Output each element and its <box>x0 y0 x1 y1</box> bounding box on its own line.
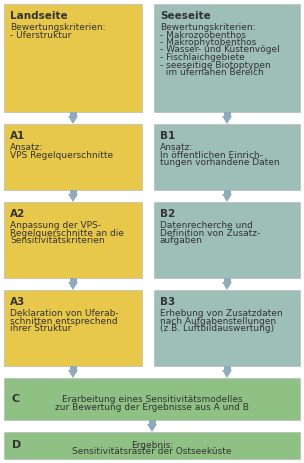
Text: C: C <box>12 394 20 404</box>
FancyBboxPatch shape <box>4 202 142 278</box>
Text: - Fischlaichgebiete: - Fischlaichgebiete <box>160 53 245 62</box>
FancyBboxPatch shape <box>4 432 300 459</box>
Text: zur Bewertung der Ergebnisse aus A und B: zur Bewertung der Ergebnisse aus A und B <box>55 403 249 412</box>
Text: Ansatz:: Ansatz: <box>160 143 193 152</box>
Text: Bewertungskriterien:: Bewertungskriterien: <box>10 23 105 32</box>
Polygon shape <box>68 282 78 290</box>
Polygon shape <box>223 366 230 370</box>
FancyBboxPatch shape <box>4 4 142 112</box>
Polygon shape <box>223 190 230 194</box>
Text: ihrer Struktur: ihrer Struktur <box>10 324 71 333</box>
Text: B2: B2 <box>160 209 175 219</box>
Text: Landseite: Landseite <box>10 11 67 21</box>
FancyBboxPatch shape <box>154 202 300 278</box>
Text: In öffentlichen Einrich-: In öffentlichen Einrich- <box>160 150 263 159</box>
FancyBboxPatch shape <box>154 4 300 112</box>
Text: Sensitivitätskriterien: Sensitivitätskriterien <box>10 236 105 245</box>
Text: A1: A1 <box>10 131 25 141</box>
Text: D: D <box>12 440 21 450</box>
Text: nach Aufgabenstellungen: nach Aufgabenstellungen <box>160 317 276 325</box>
Text: A2: A2 <box>10 209 25 219</box>
FancyBboxPatch shape <box>4 378 300 420</box>
Text: Erarbeitung eines Sensitivitätsmodelles: Erarbeitung eines Sensitivitätsmodelles <box>62 395 242 404</box>
Text: VPS Regelquerschnitte: VPS Regelquerschnitte <box>10 150 113 159</box>
Text: - Makrophytobenthos: - Makrophytobenthos <box>160 38 256 47</box>
Text: B1: B1 <box>160 131 175 141</box>
Polygon shape <box>147 424 157 432</box>
Text: Sensitivitätsraster der Ostseeküste: Sensitivitätsraster der Ostseeküste <box>72 448 232 457</box>
Text: Datenrecherche und: Datenrecherche und <box>160 221 253 230</box>
FancyBboxPatch shape <box>154 124 300 190</box>
Polygon shape <box>222 116 232 124</box>
Text: Definition von Zusatz-: Definition von Zusatz- <box>160 229 260 238</box>
Polygon shape <box>222 194 232 202</box>
Text: B3: B3 <box>160 297 175 307</box>
Text: Seeseite: Seeseite <box>160 11 211 21</box>
Polygon shape <box>68 194 78 202</box>
Polygon shape <box>68 116 78 124</box>
Polygon shape <box>222 282 232 290</box>
Text: Deklaration von Uferab-: Deklaration von Uferab- <box>10 309 119 318</box>
Text: Ergebnis:: Ergebnis: <box>131 440 173 450</box>
Polygon shape <box>70 366 77 370</box>
Text: - Makrozoobenthos: - Makrozoobenthos <box>160 31 246 39</box>
Text: A3: A3 <box>10 297 25 307</box>
Text: Regelquerschnitte an die: Regelquerschnitte an die <box>10 229 124 238</box>
Text: - Uferstruktur: - Uferstruktur <box>10 31 71 39</box>
Text: tungen vorhandene Daten: tungen vorhandene Daten <box>160 158 280 167</box>
Polygon shape <box>68 370 78 378</box>
Polygon shape <box>223 278 230 282</box>
Polygon shape <box>148 420 156 424</box>
Polygon shape <box>70 278 77 282</box>
Polygon shape <box>70 112 77 116</box>
Text: Ansatz:: Ansatz: <box>10 143 43 152</box>
Text: aufgaben: aufgaben <box>160 236 203 245</box>
Text: (z.B. Luftbildauswertung): (z.B. Luftbildauswertung) <box>160 324 274 333</box>
FancyBboxPatch shape <box>154 290 300 366</box>
Polygon shape <box>222 370 232 378</box>
Polygon shape <box>223 112 230 116</box>
Text: im ufernahen Bereich: im ufernahen Bereich <box>160 68 264 77</box>
Text: Anpassung der VPS-: Anpassung der VPS- <box>10 221 101 230</box>
Text: Erhebung von Zusatzdaten: Erhebung von Zusatzdaten <box>160 309 283 318</box>
Text: schnitten entsprechend: schnitten entsprechend <box>10 317 118 325</box>
Polygon shape <box>70 190 77 194</box>
Text: - Wasser- und Küstenvögel: - Wasser- und Küstenvögel <box>160 45 280 55</box>
FancyBboxPatch shape <box>4 290 142 366</box>
FancyBboxPatch shape <box>4 124 142 190</box>
Text: - seeseitige Biotoptypen: - seeseitige Biotoptypen <box>160 61 271 69</box>
Text: Bewertungskriterien:: Bewertungskriterien: <box>160 23 255 32</box>
